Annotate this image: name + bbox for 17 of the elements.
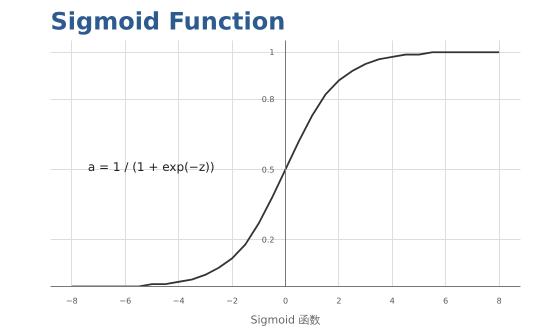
x-tick-label: 8 [496,296,502,306]
y-tick-label: 0.2 [262,236,275,245]
x-tick-label: 4 [390,296,395,306]
y-tick-label: 1 [269,48,275,58]
x-tick-label: −6 [119,296,132,306]
annotation: a = 1 / (1 + exp(−z)) [88,160,215,174]
chart-title: Sigmoid Function [50,8,286,36]
x-tick-label: 6 [443,296,448,306]
line-series [70,51,500,286]
text: Sigmoid 函数 [250,314,321,326]
x-tick-label: −2 [226,296,238,306]
y-tick-label: 0.5 [262,165,275,174]
x-tick-label: 2 [336,296,342,306]
x-tick-label: 0 [282,296,288,306]
y-tick-label: 0.8 [262,95,275,104]
x-tick-label: −4 [172,296,185,306]
x-tick-label: −8 [66,296,78,306]
